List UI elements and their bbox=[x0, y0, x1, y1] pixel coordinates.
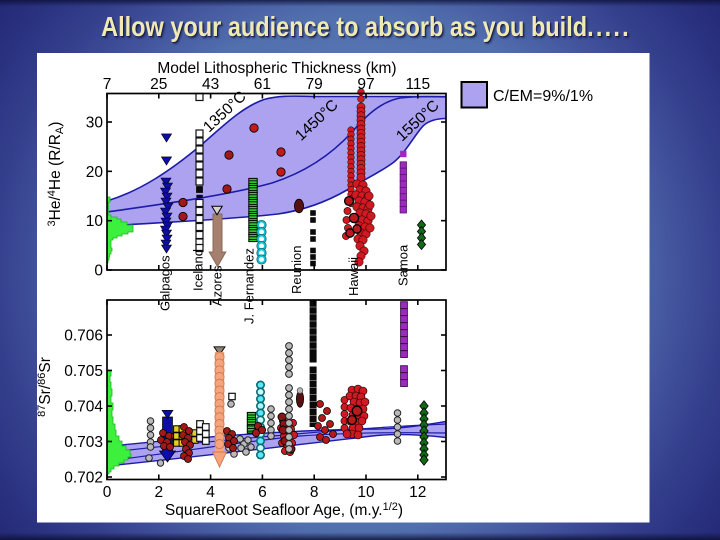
svg-text:10: 10 bbox=[86, 213, 104, 230]
svg-text:25: 25 bbox=[150, 76, 167, 93]
svg-text:0.703: 0.703 bbox=[64, 434, 103, 451]
svg-text:4: 4 bbox=[206, 484, 215, 501]
svg-text:Iceland: Iceland bbox=[191, 249, 206, 291]
svg-text:Galpagos: Galpagos bbox=[158, 255, 173, 311]
svg-text:2: 2 bbox=[154, 484, 163, 501]
svg-text:Hawaii: Hawaii bbox=[346, 257, 361, 296]
svg-text:97: 97 bbox=[357, 76, 374, 93]
svg-text:0.706: 0.706 bbox=[64, 328, 103, 345]
svg-text:0.704: 0.704 bbox=[64, 399, 103, 416]
svg-text:Reunion: Reunion bbox=[289, 246, 304, 294]
svg-text:12: 12 bbox=[409, 484, 426, 501]
svg-text:C/EM=9%/1%: C/EM=9%/1% bbox=[493, 88, 593, 105]
svg-text:0.702: 0.702 bbox=[64, 470, 103, 487]
svg-text:20: 20 bbox=[86, 164, 104, 181]
svg-text:43: 43 bbox=[202, 76, 219, 93]
svg-text:0: 0 bbox=[94, 263, 103, 280]
svg-text:30: 30 bbox=[86, 115, 104, 132]
svg-text:J. Fernandez: J. Fernandez bbox=[242, 248, 257, 324]
svg-text:10: 10 bbox=[357, 484, 375, 501]
svg-text:Samoa: Samoa bbox=[396, 244, 411, 286]
svg-text:8: 8 bbox=[310, 484, 319, 501]
svg-text:79: 79 bbox=[306, 76, 323, 93]
svg-text:6: 6 bbox=[258, 484, 267, 501]
svg-text:7: 7 bbox=[103, 76, 112, 93]
svg-text:Model Lithospheric Thickness (: Model Lithospheric Thickness (km) bbox=[157, 60, 396, 77]
svg-text:0: 0 bbox=[103, 484, 112, 501]
svg-text:3He/4He (R/RA): 3He/4He (R/RA) bbox=[46, 122, 66, 227]
svg-text:SquareRoot Seafloor Age, (m.y.: SquareRoot Seafloor Age, (m.y.1/2) bbox=[165, 501, 403, 519]
svg-text:61: 61 bbox=[254, 76, 271, 93]
svg-text:87Sr/86Sr: 87Sr/86Sr bbox=[36, 357, 54, 417]
svg-text:0.705: 0.705 bbox=[64, 363, 103, 380]
svg-text:Azores: Azores bbox=[210, 265, 225, 306]
svg-text:115: 115 bbox=[405, 76, 430, 93]
